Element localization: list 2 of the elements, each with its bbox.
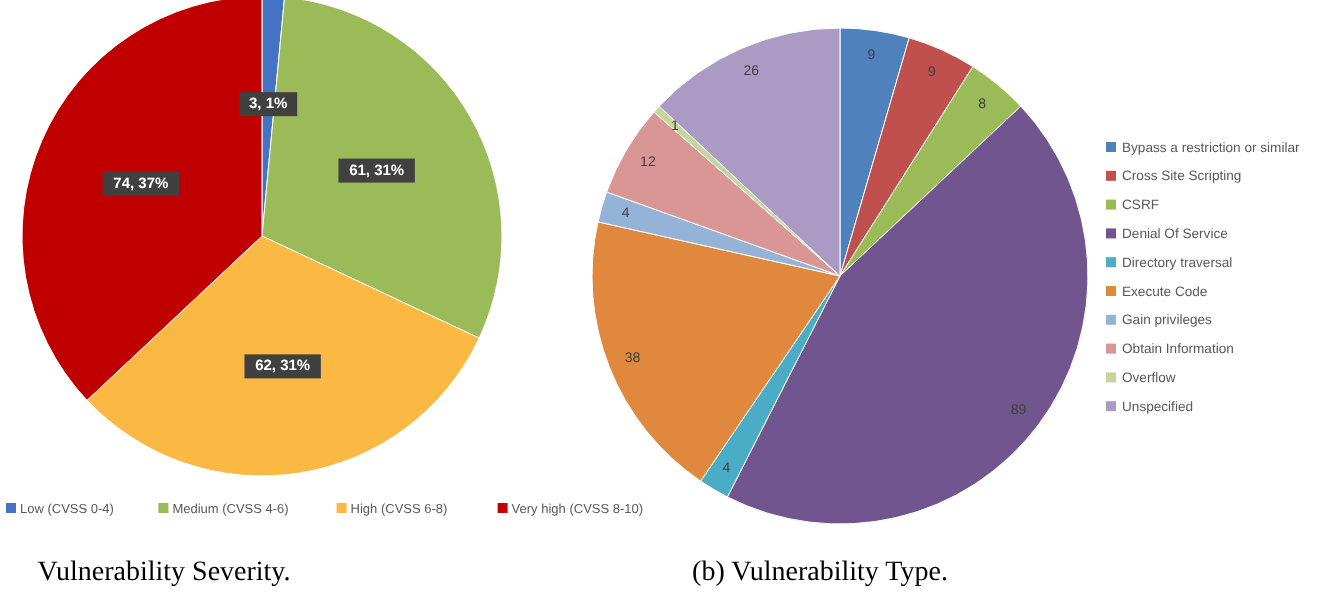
text: Vulnerability Severity. <box>37 558 291 588</box>
text: (b) Vulnerability Type. <box>692 558 948 588</box>
